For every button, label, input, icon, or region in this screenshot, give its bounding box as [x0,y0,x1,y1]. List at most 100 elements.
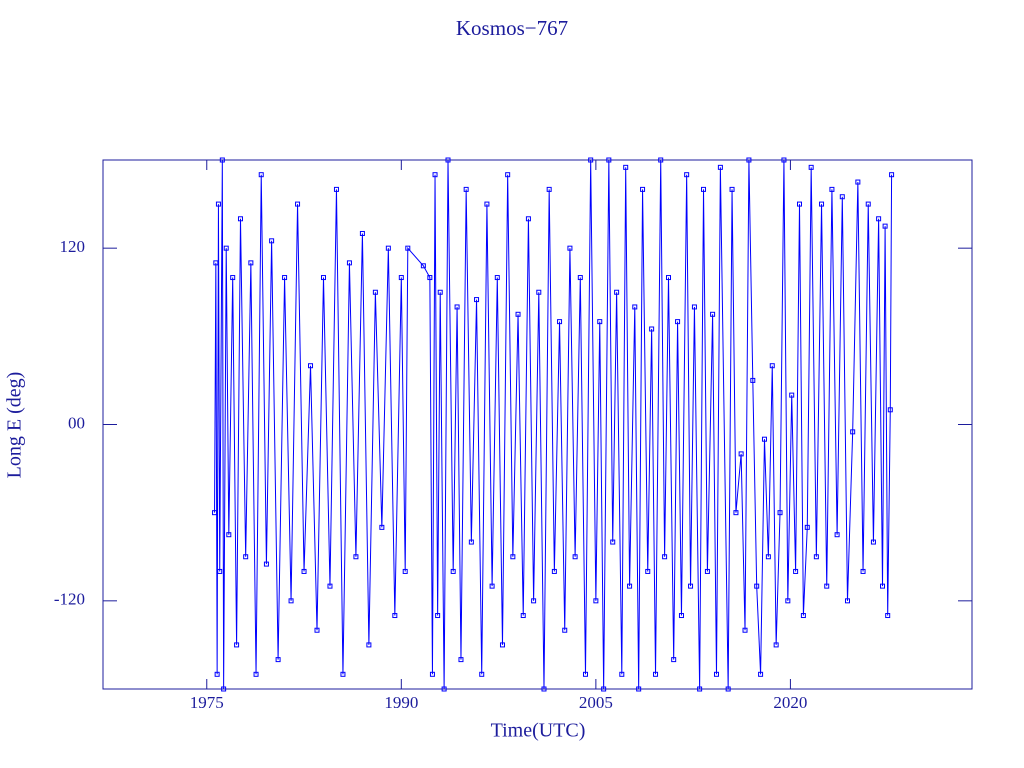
data-marker [282,275,288,281]
data-marker [725,686,731,692]
data-marker [713,671,719,677]
data-marker [889,172,895,178]
data-marker [601,686,607,692]
data-marker [671,657,677,663]
data-marker [219,157,225,163]
data-marker [885,613,891,619]
data-marker [263,561,269,567]
y-tick-label: 120 [60,237,86,256]
data-marker [551,568,557,574]
data-marker [269,238,275,244]
data-marker [546,186,552,192]
data-marker [253,671,259,677]
data-marker [636,686,642,692]
data-marker [510,554,516,560]
data-marker [435,613,441,619]
data-marker [649,326,655,332]
data-marker [800,613,806,619]
data-marker [691,304,697,310]
data-marker [813,554,819,560]
data-marker [750,377,756,383]
data-marker [230,275,236,281]
data-marker [214,671,220,677]
data-marker [226,532,232,538]
y-axis-label: Long E (deg) [4,372,26,479]
data-marker [777,510,783,516]
data-marker [402,568,408,574]
data-marker [742,627,748,633]
data-marker [427,275,433,281]
data-marker [684,172,690,178]
chart-title: Kosmos−767 [456,16,568,40]
data-marker [834,532,840,538]
data-marker [785,598,791,604]
data-marker [588,157,594,163]
data-marker [765,554,771,560]
x-tick-label: 1990 [384,693,418,712]
data-marker [865,201,871,207]
data-marker [441,686,447,692]
data-marker [275,657,281,663]
data-marker [359,230,365,236]
data-marker [372,289,378,295]
data-marker [658,157,664,163]
data-marker [733,510,739,516]
data-marker [597,319,603,325]
data-marker [531,598,537,604]
data-marker [855,179,861,185]
data-marker [366,642,372,648]
data-line [214,159,893,690]
data-marker [562,627,568,633]
data-marker [445,157,451,163]
data-marker [234,642,240,648]
data-marker [223,245,229,251]
data-marker [221,686,227,692]
data-marker [678,613,684,619]
x-tick-label: 1975 [190,693,224,712]
data-marker [796,201,802,207]
data-marker [781,157,787,163]
data-marker [340,671,346,677]
data-marker [308,363,314,369]
data-marker [645,568,651,574]
data-marker [248,260,254,266]
data-marker [541,686,547,692]
data-marker [819,201,825,207]
data-marker [258,172,264,178]
data-marker [346,260,352,266]
data-marker [572,554,578,560]
data-marker [405,245,411,251]
data-marker [824,583,830,589]
data-marker [697,686,703,692]
data-marker [860,568,866,574]
data-marker [489,583,495,589]
data-marker [499,642,505,648]
data-marker [789,392,795,398]
data-marker [662,554,668,560]
data-marker [437,289,443,295]
data-marker [429,671,435,677]
data-marker [454,304,460,310]
data-marker [237,216,243,222]
data-marker [880,583,886,589]
data-marker [729,186,735,192]
y-tick-label: -120 [54,590,85,609]
data-marker [450,568,456,574]
data-marker [627,583,633,589]
data-marker [385,245,391,251]
data-marker [458,657,464,663]
data-marker [515,311,521,317]
data-marker [468,539,474,545]
data-marker [217,568,223,574]
data-marker [212,510,218,516]
y-tick-label: 00 [68,413,85,432]
data-marker [295,201,301,207]
data-marker [793,568,799,574]
data-marker [463,186,469,192]
data-marker [653,671,659,677]
data-marker [887,407,893,413]
data-marker [327,583,333,589]
data-marker [754,583,760,589]
data-marker [758,671,764,677]
data-marker [769,363,775,369]
